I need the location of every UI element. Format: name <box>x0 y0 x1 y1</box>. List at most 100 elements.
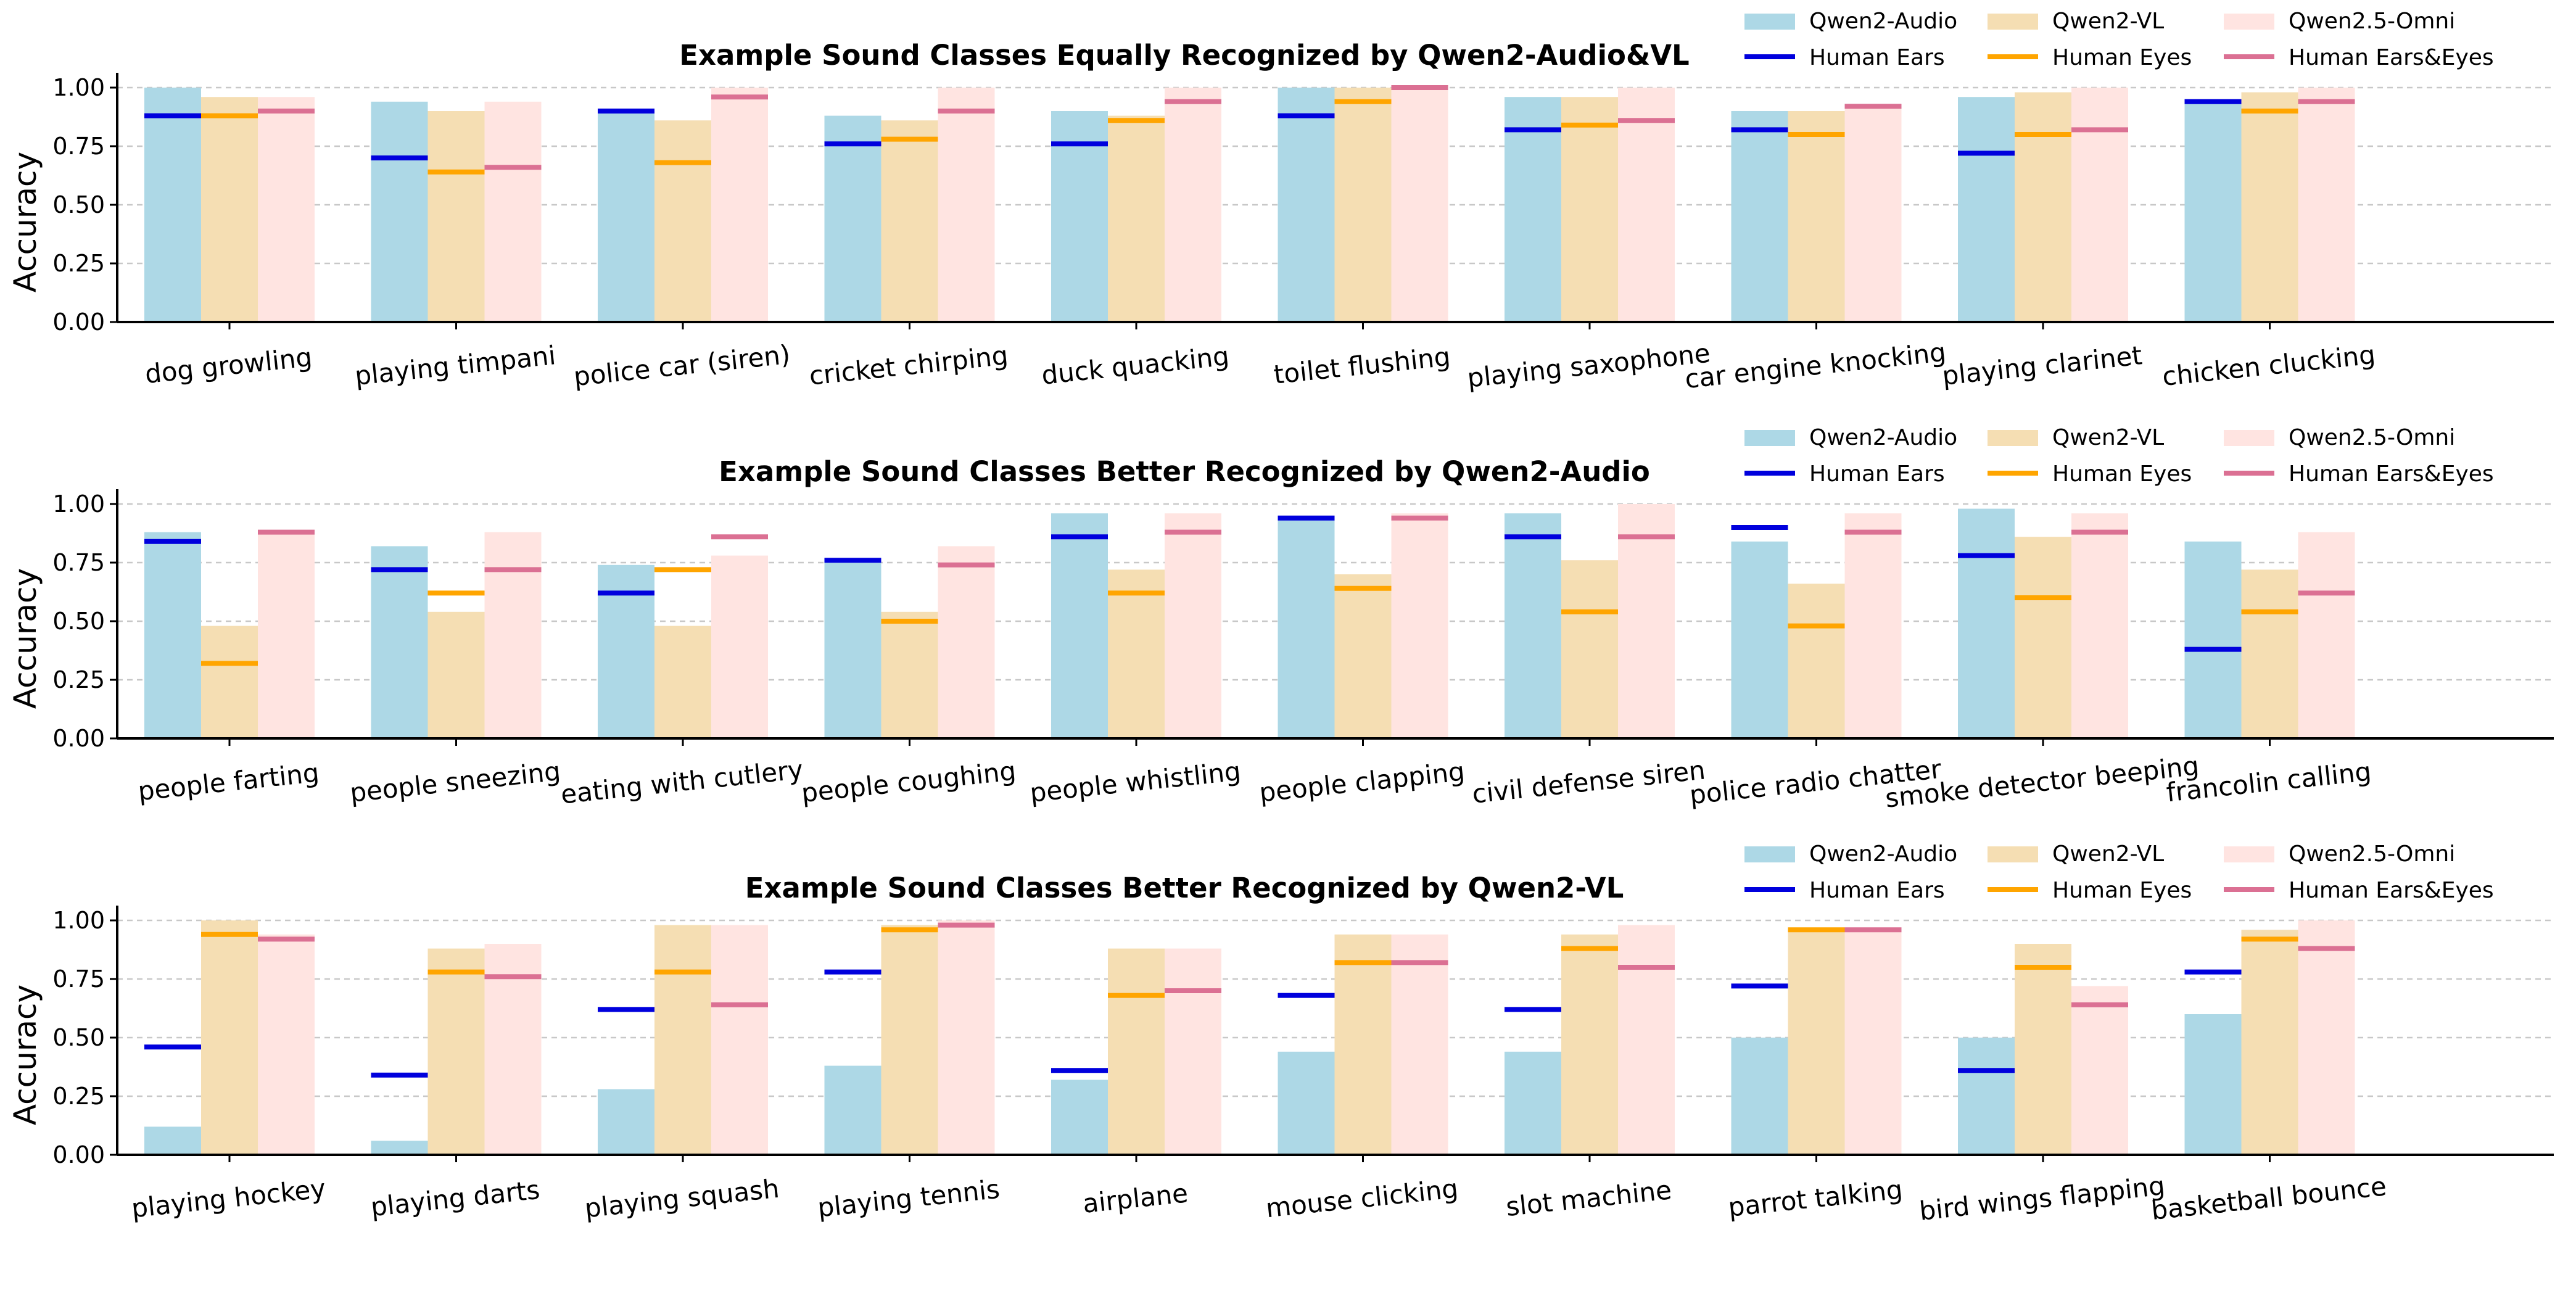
y-tick-label: 0.00 <box>52 308 105 336</box>
bar-group-eating-with-cutlery: eating with cutlery <box>559 534 804 810</box>
bar-qwen2-vl-playing-hockey <box>201 920 258 1155</box>
bar-group-playing-timpani: playing timpani <box>353 101 557 391</box>
bar-qwen2-5-omni-playing-hockey <box>258 934 315 1155</box>
bar-qwen2-5-omni-people-farting <box>258 532 315 738</box>
y-tick-label: 1.00 <box>52 74 105 101</box>
legend-label-human-ears-eyes: Human Ears&Eyes <box>2289 45 2494 70</box>
bar-qwen2-vl-police-radio-chatter <box>1788 584 1845 738</box>
bar-qwen2-vl-police-car-siren <box>654 120 711 322</box>
bar-qwen2-vl-playing-clarinet <box>2015 92 2071 322</box>
x-tick-label: mouse clicking <box>1265 1173 1460 1223</box>
x-tick-label: playing clarinet <box>1941 340 2144 391</box>
panel-title: Example Sound Classes Equally Recognized… <box>679 39 1689 72</box>
x-tick-label: playing tennis <box>816 1174 1001 1223</box>
bar-group-duck-quacking: duck quacking <box>1040 88 1231 390</box>
bar-qwen2-vl-airplane <box>1108 948 1165 1155</box>
bar-qwen2-audio-dog-growling <box>144 88 201 322</box>
bar-qwen2-5-omni-cricket-chirping <box>938 88 995 322</box>
legend-label-qwen2-audio: Qwen2-Audio <box>1809 841 1957 867</box>
bar-qwen2-5-omni-people-clapping <box>1391 513 1448 738</box>
legend-swatch-qwen2-vl <box>1988 430 2038 446</box>
bar-qwen2-vl-people-whistling <box>1108 569 1165 738</box>
bar-qwen2-audio-people-clapping <box>1278 518 1335 738</box>
bar-group-playing-darts: playing darts <box>369 944 542 1222</box>
legend-label-qwen2-vl: Qwen2-VL <box>2052 425 2164 450</box>
x-tick-label: playing darts <box>369 1175 542 1223</box>
y-tick-label: 0.50 <box>52 1024 105 1051</box>
x-tick-label: civil defense siren <box>1471 754 1707 809</box>
bar-qwen2-vl-eating-with-cutlery <box>654 626 711 738</box>
x-tick-label: parrot talking <box>1727 1174 1904 1222</box>
bar-qwen2-5-omni-toilet-flushing <box>1391 88 1448 322</box>
legend: Qwen2-Audio Qwen2-VL Qwen2.5-Omni Human Ear… <box>1744 425 2494 487</box>
bar-qwen2-audio-toilet-flushing <box>1278 88 1335 322</box>
x-tick-label: car engine knocking <box>1683 337 1947 394</box>
bar-qwen2-audio-police-radio-chatter <box>1731 541 1788 738</box>
bar-group-car-engine-knocking: car engine knocking <box>1683 104 1947 394</box>
x-tick-label: airplane <box>1081 1178 1189 1219</box>
x-tick-label: toilet flushing <box>1272 341 1451 390</box>
bar-group-toilet-flushing: toilet flushing <box>1272 85 1452 390</box>
bar-qwen2-vl-people-coughing <box>881 611 938 738</box>
bar-qwen2-audio-smoke-detector-beeping <box>1958 508 2015 738</box>
bar-qwen2-5-omni-chicken-clucking <box>2298 88 2355 322</box>
bar-qwen2-5-omni-playing-tennis <box>938 920 995 1155</box>
bar-group-parrot-talking: parrot talking <box>1727 927 1904 1223</box>
legend-swatch-qwen2-audio <box>1744 846 1795 862</box>
x-tick-label: dog growling <box>144 342 314 389</box>
y-tick-label: 0.25 <box>52 666 105 693</box>
chart-panel-3: 0.00 0.25 0.50 0.75 1.00 Accuracy Example Soun… <box>7 841 2554 1226</box>
x-tick-label: police car (siren) <box>572 339 792 392</box>
x-tick-label: chicken clucking <box>2161 339 2377 392</box>
x-tick-label: slot machine <box>1505 1175 1673 1222</box>
bar-qwen2-5-omni-smoke-detector-beeping <box>2071 513 2128 738</box>
bar-qwen2-vl-slot-machine <box>1561 934 1618 1155</box>
bar-group-cricket-chirping: cricket chirping <box>807 88 1010 391</box>
bar-group-people-sneezing: people sneezing <box>349 532 562 808</box>
bar-group-chicken-clucking: chicken clucking <box>2161 88 2377 392</box>
bar-qwen2-vl-basketball-bounce <box>2241 930 2298 1155</box>
y-tick-label: 0.00 <box>52 725 105 752</box>
legend-label-qwen2-audio: Qwen2-Audio <box>1809 9 1957 34</box>
bar-qwen2-5-omni-playing-timpani <box>484 101 542 323</box>
bar-qwen2-audio-francolin-calling <box>2184 541 2242 738</box>
bar-group-basketball-bounce: basketball bounce <box>2150 920 2388 1226</box>
bar-qwen2-5-omni-francolin-calling <box>2298 532 2355 738</box>
bar-qwen2-audio-mouse-clicking <box>1278 1051 1335 1155</box>
bar-qwen2-audio-airplane <box>1051 1080 1108 1155</box>
bar-qwen2-audio-car-engine-knocking <box>1731 111 1788 322</box>
x-tick-label: cricket chirping <box>807 340 1009 391</box>
x-tick-label: basketball bounce <box>2150 1171 2388 1226</box>
x-tick-label: people farting <box>136 758 320 807</box>
bar-group-bird-wings-flapping: bird wings flapping <box>1918 944 2166 1226</box>
legend-swatch-qwen2-audio <box>1744 430 1795 446</box>
bar-qwen2-audio-people-farting <box>144 532 201 738</box>
bar-group-dog-growling: dog growling <box>144 88 315 389</box>
legend-swatch-qwen2-vl <box>1988 846 2038 862</box>
bar-qwen2-audio-chicken-clucking <box>2184 101 2242 323</box>
y-tick-label: 0.00 <box>52 1141 105 1168</box>
legend: Qwen2-Audio Qwen2-VL Qwen2.5-Omni Human Ear… <box>1744 841 2494 903</box>
legend-label-human-eyes: Human Eyes <box>2052 878 2192 903</box>
bar-qwen2-5-omni-dog-growling <box>258 97 315 322</box>
bar-group-playing-squash: playing squash <box>583 925 780 1223</box>
bar-qwen2-audio-police-car-siren <box>598 111 654 322</box>
legend-label-human-eyes: Human Eyes <box>2052 461 2192 487</box>
bar-group-people-farting: people farting <box>136 529 321 807</box>
x-tick-label: playing saxophone <box>1466 338 1712 394</box>
x-tick-label: playing hockey <box>130 1173 328 1224</box>
bar-qwen2-audio-cricket-chirping <box>824 115 881 322</box>
bar-qwen2-audio-parrot-talking <box>1731 1038 1788 1155</box>
y-tick-label: 0.50 <box>52 608 105 635</box>
bar-qwen2-audio-slot-machine <box>1505 1051 1561 1155</box>
bar-qwen2-audio-people-coughing <box>824 560 881 738</box>
bar-qwen2-vl-duck-quacking <box>1108 115 1165 322</box>
bar-qwen2-5-omni-police-radio-chatter <box>1844 513 1902 738</box>
y-tick-label: 0.75 <box>52 965 105 993</box>
bar-qwen2-vl-chicken-clucking <box>2241 92 2298 322</box>
legend-label-qwen2-audio: Qwen2-Audio <box>1809 425 1957 450</box>
bar-qwen2-vl-playing-tennis <box>881 925 938 1155</box>
y-tick-label: 0.75 <box>52 133 105 160</box>
chart-panel-1: 0.00 0.25 0.50 0.75 1.00 Accuracy Example Soun… <box>7 9 2554 394</box>
